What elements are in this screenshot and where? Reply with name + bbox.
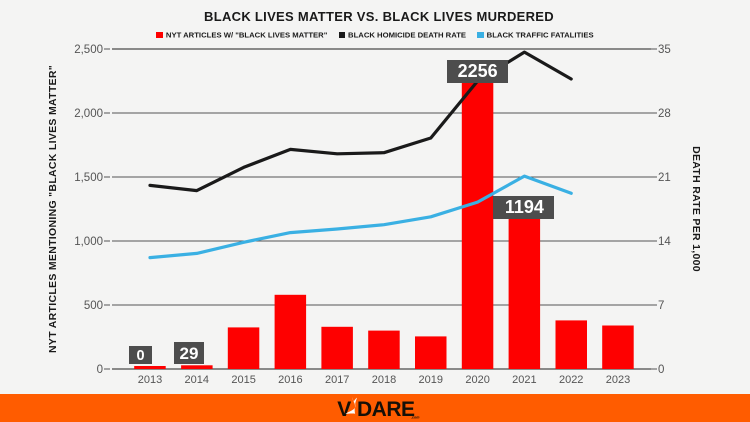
svg-text:2,500: 2,500: [74, 44, 103, 56]
svg-text:2014: 2014: [185, 374, 209, 386]
svg-text:2022: 2022: [559, 374, 583, 386]
svg-text:2256: 2256: [458, 61, 498, 81]
svg-text:29: 29: [180, 344, 199, 363]
svg-text:21: 21: [658, 172, 671, 184]
svg-text:NYT ARTICLES MENTIONING "BLACK: NYT ARTICLES MENTIONING "BLACK LIVES MAT…: [47, 65, 59, 353]
svg-text:2020: 2020: [465, 374, 489, 386]
svg-text:2019: 2019: [419, 374, 443, 386]
svg-text:2021: 2021: [512, 374, 536, 386]
svg-text:2,000: 2,000: [74, 108, 103, 120]
svg-text:14: 14: [658, 236, 671, 248]
svg-text:1,500: 1,500: [74, 172, 103, 184]
svg-text:1194: 1194: [505, 197, 544, 217]
svg-text:DEATH RATE PER 1,000: DEATH RATE PER 1,000: [690, 146, 702, 272]
svg-text:DARE: DARE: [357, 398, 415, 421]
svg-text:2023: 2023: [606, 374, 630, 386]
svg-text:0: 0: [658, 364, 664, 376]
svg-text:2016: 2016: [278, 374, 302, 386]
svg-text:28: 28: [658, 108, 671, 120]
svg-text:0: 0: [97, 364, 103, 376]
svg-text:2015: 2015: [231, 374, 255, 386]
svg-text:2017: 2017: [325, 374, 349, 386]
svg-text:35: 35: [658, 44, 671, 56]
svg-text:2018: 2018: [372, 374, 396, 386]
svg-text:0: 0: [136, 348, 144, 364]
svg-text:500: 500: [84, 300, 103, 312]
svg-text:V: V: [337, 398, 351, 421]
svg-text:1,000: 1,000: [74, 236, 103, 248]
svg-text:.com: .com: [411, 416, 420, 420]
svg-text:7: 7: [658, 300, 664, 312]
svg-text:2013: 2013: [138, 374, 162, 386]
